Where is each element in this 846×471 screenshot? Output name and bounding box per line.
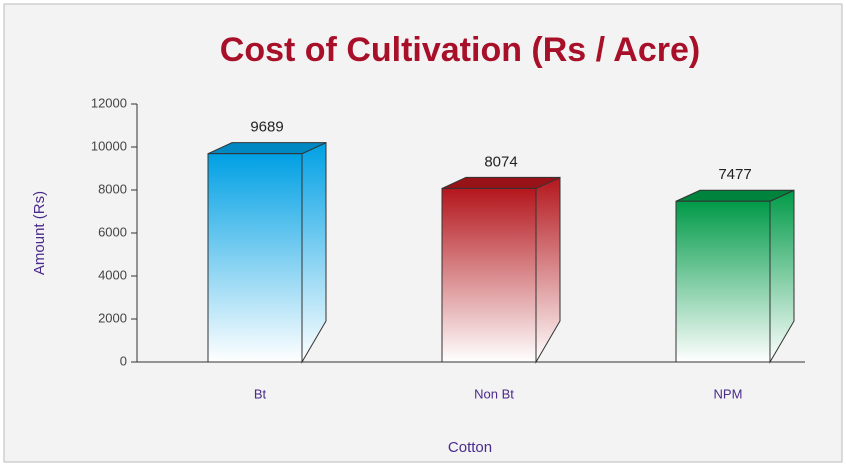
value-label: 8074 — [484, 153, 517, 170]
x-tick-label: Non Bt — [474, 386, 514, 401]
y-tick-label: 0 — [120, 353, 127, 368]
y-tick-label: 2000 — [98, 310, 127, 325]
bar — [675, 200, 771, 363]
x-axis-label: Cotton — [448, 439, 492, 456]
y-tick-label: 6000 — [98, 224, 127, 239]
y-tick-label: 10000 — [91, 138, 127, 153]
x-tick-label: NPM — [714, 386, 743, 401]
value-label: 9689 — [250, 119, 283, 136]
y-tick-label: 4000 — [98, 267, 127, 282]
bar — [207, 153, 303, 363]
bar — [441, 187, 537, 363]
y-tick-label: 8000 — [98, 181, 127, 196]
y-axis-label: Amount (Rs) — [31, 191, 48, 275]
chart-title: Cost of Cultivation (Rs / Acre) — [220, 31, 700, 69]
x-tick-label: Bt — [254, 386, 267, 401]
value-label: 7477 — [718, 166, 751, 183]
y-tick-label: 12000 — [91, 95, 127, 110]
